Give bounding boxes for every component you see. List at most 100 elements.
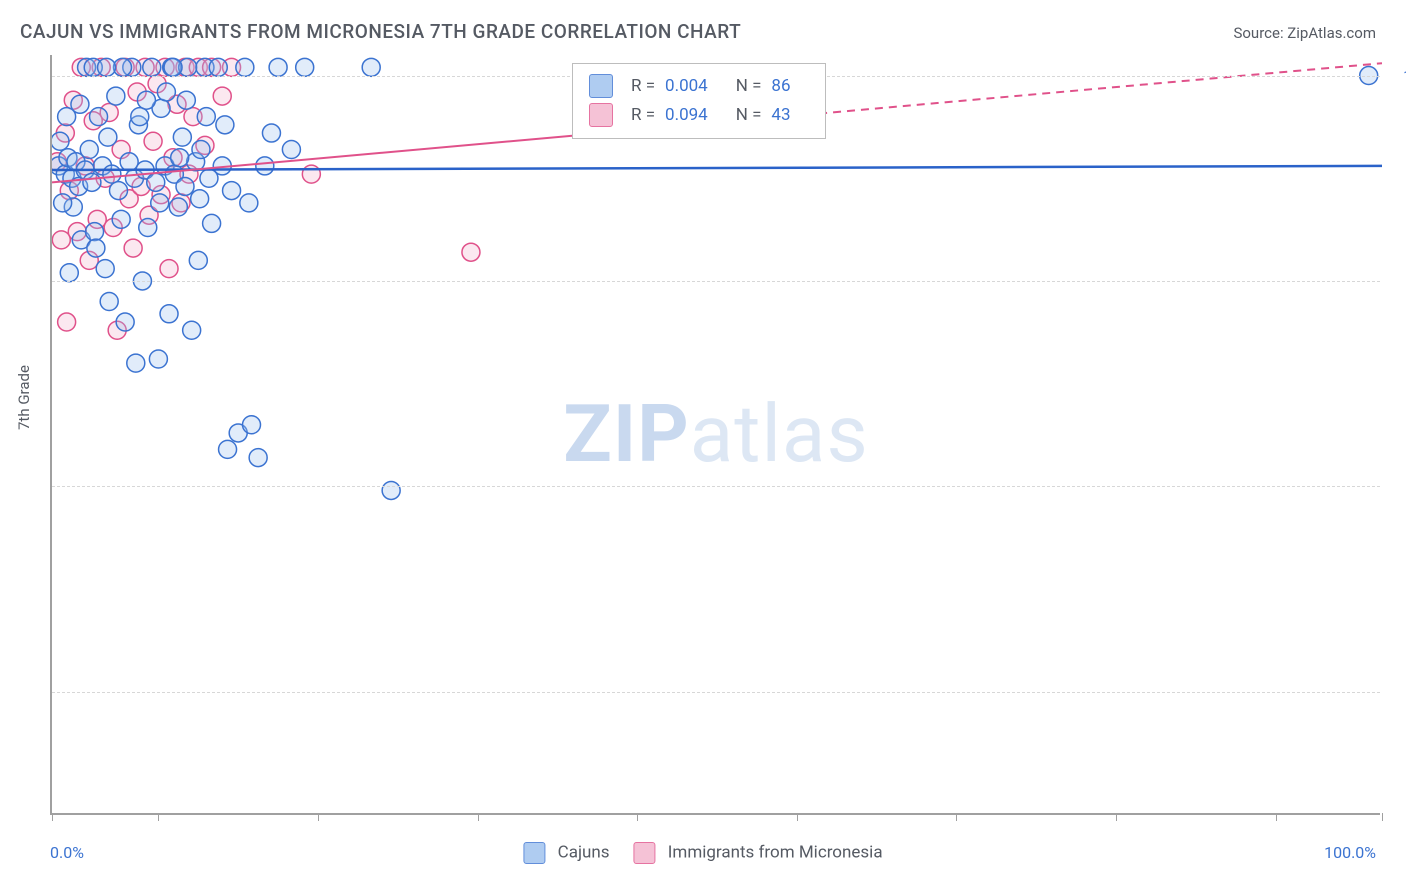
data-point (143, 58, 161, 76)
data-point (127, 354, 145, 372)
data-point (83, 173, 101, 191)
data-point (96, 260, 114, 278)
gridline (52, 281, 1380, 282)
data-point (223, 182, 241, 200)
legend-item-1: Cajuns (523, 842, 609, 864)
n-label: N = (736, 101, 762, 130)
r-label: R = (631, 72, 655, 101)
data-point (112, 210, 130, 228)
n-value-2: 43 (771, 101, 790, 130)
data-point (58, 108, 76, 126)
data-point (236, 58, 254, 76)
data-point (191, 190, 209, 208)
x-tick (956, 813, 957, 821)
data-point (282, 140, 300, 158)
data-point (137, 91, 155, 109)
data-point (52, 132, 69, 150)
data-point (362, 58, 380, 76)
data-point (131, 108, 149, 126)
x-tick (1276, 813, 1277, 821)
data-point (103, 165, 121, 183)
data-point (216, 116, 234, 134)
data-point (151, 194, 169, 212)
data-point (219, 440, 237, 458)
chart-container: ZIPatlas 85.0%90.0%95.0%100.0% R = 0.004… (50, 55, 1380, 815)
x-tick (158, 813, 159, 821)
legend-label-2: Immigrants from Micronesia (668, 842, 883, 862)
x-tick (478, 813, 479, 821)
data-point (177, 91, 195, 109)
data-point (58, 313, 76, 331)
data-point (382, 481, 400, 499)
data-point (147, 173, 165, 191)
trend-line (52, 166, 1382, 170)
plot-area: ZIPatlas 85.0%90.0%95.0%100.0% R = 0.004… (50, 55, 1380, 815)
data-point (107, 87, 125, 105)
y-axis-label: 7th Grade (15, 365, 33, 430)
trend-line (52, 131, 624, 182)
x-tick (637, 813, 638, 821)
r-value-2: 0.094 (665, 101, 708, 130)
data-point (213, 87, 231, 105)
x-tick (318, 813, 319, 821)
data-point (203, 214, 221, 232)
stats-row: R = 0.004 N = 86 (589, 72, 809, 101)
data-point (120, 153, 138, 171)
data-point (164, 58, 182, 76)
data-point (189, 251, 207, 269)
gridline (52, 692, 1380, 693)
bottom-legend: Cajuns Immigrants from Micronesia (523, 842, 882, 864)
chart-svg (52, 55, 1382, 815)
n-label: N = (736, 72, 762, 101)
data-point (144, 132, 162, 150)
gridline (52, 486, 1380, 487)
data-point (157, 83, 175, 101)
chart-source: Source: ZipAtlas.com (1233, 24, 1376, 42)
x-axis-min-label: 0.0% (50, 843, 84, 862)
r-label: R = (631, 101, 655, 130)
swatch-series1 (523, 842, 545, 864)
stats-row: R = 0.094 N = 43 (589, 101, 809, 130)
x-tick (1116, 813, 1117, 821)
data-point (116, 313, 134, 331)
data-point (100, 292, 118, 310)
data-point (256, 157, 274, 175)
x-axis-max-label: 100.0% (1324, 843, 1376, 862)
data-point (54, 194, 72, 212)
data-point (139, 219, 157, 237)
data-point (171, 149, 189, 167)
n-value-1: 86 (771, 72, 790, 101)
data-point (262, 124, 280, 142)
data-point (52, 231, 70, 249)
data-point (110, 182, 128, 200)
data-point (209, 58, 227, 76)
data-point (124, 239, 142, 257)
data-point (87, 239, 105, 257)
data-point (173, 128, 191, 146)
x-tick (1382, 813, 1383, 821)
data-point (86, 223, 104, 241)
data-point (296, 58, 314, 76)
r-value-1: 0.004 (665, 72, 708, 101)
chart-title: CAJUN VS IMMIGRANTS FROM MICRONESIA 7TH … (20, 20, 741, 43)
stats-box: R = 0.004 N = 86 R = 0.094 N = 43 (572, 63, 826, 139)
data-point (302, 165, 320, 183)
data-point (462, 243, 480, 261)
data-point (90, 108, 108, 126)
data-point (192, 140, 210, 158)
data-point (183, 321, 201, 339)
data-point (240, 194, 258, 212)
data-point (197, 108, 215, 126)
data-point (80, 140, 98, 158)
legend-label-1: Cajuns (558, 842, 610, 862)
data-point (160, 305, 178, 323)
swatch-series2 (634, 842, 656, 864)
data-point (243, 416, 261, 434)
data-point (99, 128, 117, 146)
swatch-series2 (589, 103, 613, 127)
x-tick (52, 813, 53, 821)
swatch-series1 (589, 74, 613, 98)
data-point (60, 264, 78, 282)
data-point (98, 58, 116, 76)
data-point (176, 177, 194, 195)
